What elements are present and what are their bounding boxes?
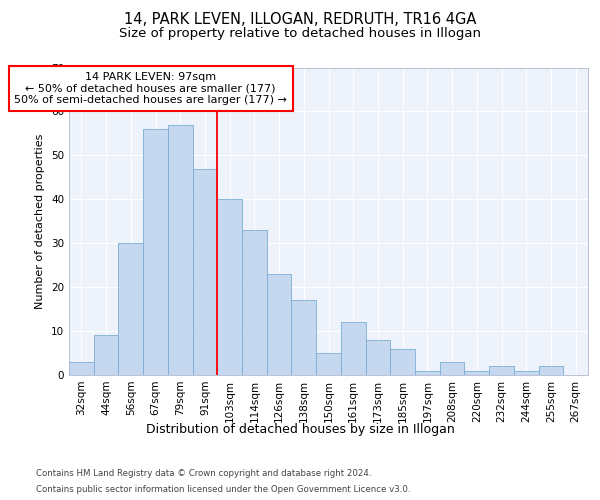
Bar [440, 362, 464, 375]
Text: Size of property relative to detached houses in Illogan: Size of property relative to detached ho… [119, 28, 481, 40]
Bar [489, 366, 514, 375]
Bar [415, 370, 440, 375]
Y-axis label: Number of detached properties: Number of detached properties [35, 134, 46, 309]
Bar [242, 230, 267, 375]
Bar [514, 370, 539, 375]
Bar [168, 124, 193, 375]
Bar [267, 274, 292, 375]
Bar [341, 322, 365, 375]
Bar [365, 340, 390, 375]
Bar [143, 129, 168, 375]
Text: 14 PARK LEVEN: 97sqm
← 50% of detached houses are smaller (177)
50% of semi-deta: 14 PARK LEVEN: 97sqm ← 50% of detached h… [14, 72, 287, 105]
Bar [292, 300, 316, 375]
Text: Contains public sector information licensed under the Open Government Licence v3: Contains public sector information licen… [36, 485, 410, 494]
Bar [539, 366, 563, 375]
Text: Distribution of detached houses by size in Illogan: Distribution of detached houses by size … [146, 422, 454, 436]
Bar [94, 336, 118, 375]
Text: 14, PARK LEVEN, ILLOGAN, REDRUTH, TR16 4GA: 14, PARK LEVEN, ILLOGAN, REDRUTH, TR16 4… [124, 12, 476, 28]
Bar [390, 348, 415, 375]
Bar [69, 362, 94, 375]
Bar [464, 370, 489, 375]
Bar [217, 200, 242, 375]
Bar [193, 168, 217, 375]
Bar [118, 243, 143, 375]
Text: Contains HM Land Registry data © Crown copyright and database right 2024.: Contains HM Land Registry data © Crown c… [36, 469, 371, 478]
Bar [316, 353, 341, 375]
